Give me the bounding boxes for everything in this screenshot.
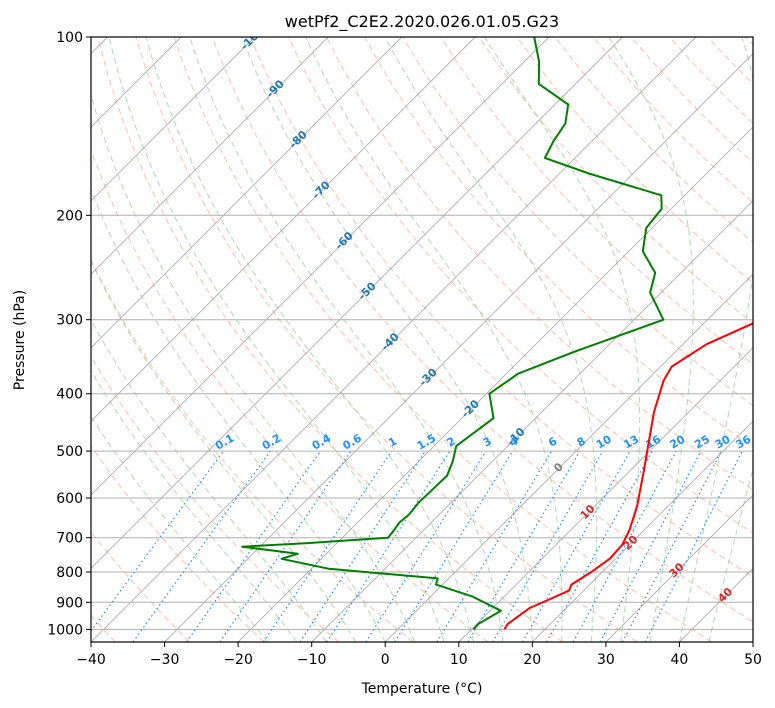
temperature-profile-line <box>503 322 753 630</box>
y-tick-label: 600 <box>56 491 83 507</box>
mixing-ratio-line <box>394 450 514 642</box>
chart-title: wetPf2_C2E2.2020.026.01.05.G23 <box>285 12 559 32</box>
y-tick-label: 400 <box>56 387 83 403</box>
moist-adiabat <box>91 415 268 642</box>
moist-adiabat <box>91 188 386 642</box>
dry-adiabat <box>91 445 265 642</box>
x-tick-label: −40 <box>76 652 106 668</box>
y-tick-label: 700 <box>56 531 83 547</box>
moist-adiabat <box>384 37 598 642</box>
dry-adiabat <box>91 258 414 642</box>
mixing-ratio-line <box>299 450 426 642</box>
x-tick-label: 0 <box>381 652 390 668</box>
mixing-ratio-line <box>326 450 451 642</box>
dry-adiabat <box>287 37 753 534</box>
moist-adiabat <box>484 37 641 642</box>
moist-adiabat <box>608 37 694 642</box>
moist-adiabat <box>708 467 753 642</box>
isotherm-line <box>91 37 550 496</box>
moist-adiabat <box>678 37 753 642</box>
moist-adiabat <box>91 318 327 642</box>
isotherm-line <box>91 37 256 202</box>
isotherm-line <box>164 52 753 642</box>
mixing-ratio-label: 36 <box>733 432 753 451</box>
moist-adiabat <box>241 37 533 642</box>
x-tick-label: −30 <box>150 652 180 668</box>
isotherm-line <box>91 37 329 275</box>
x-tick-label: 40 <box>670 652 688 668</box>
x-tick-label: 10 <box>450 652 468 668</box>
dewpoint-profile-line <box>241 37 665 631</box>
axes: −40 −30 −20 −10 0 10 20 30 40 50 100 200 300 400 500 60… <box>47 30 762 668</box>
y-tick-label: 300 <box>56 313 83 329</box>
isotherm-line <box>91 37 623 570</box>
moist-adiabat <box>189 37 504 642</box>
mixing-ratio-line <box>521 450 631 642</box>
isotherm-line <box>91 37 697 642</box>
x-axis-label: Temperature (°C) <box>361 681 483 697</box>
y-tick-label: 1000 <box>47 622 83 638</box>
moist-adiabat <box>91 369 298 642</box>
y-tick-label: 200 <box>56 208 83 224</box>
mixing-ratio-line <box>572 450 677 642</box>
x-tick-label: 30 <box>597 652 615 668</box>
moist-adiabat <box>305 37 563 642</box>
dry-adiabat <box>97 37 563 642</box>
y-tick-label: 900 <box>56 595 83 611</box>
mixing-ratio-line <box>132 450 271 642</box>
mixing-ratio-line <box>436 450 553 642</box>
isotherm-line <box>311 200 753 642</box>
mixing-ratio-line <box>467 450 581 642</box>
x-tick-label: 50 <box>744 652 762 668</box>
isotherm-line <box>91 37 476 422</box>
y-axis-label: Pressure (hPa) <box>12 290 28 390</box>
dry-adiabat <box>211 37 753 623</box>
mixing-ratio-line <box>492 450 604 642</box>
dry-adiabat <box>173 37 713 642</box>
x-tick-label: −20 <box>223 652 253 668</box>
isotherm-line <box>384 273 753 642</box>
moist-adiabat <box>108 37 445 642</box>
y-tick-label: 100 <box>56 30 83 46</box>
plot-frame <box>90 36 754 643</box>
mixing-ratio-line <box>546 450 653 642</box>
mixing-ratio-line <box>186 450 321 642</box>
x-tick-label: −10 <box>297 652 327 668</box>
mixing-ratio-line <box>365 450 487 642</box>
isotherm-line <box>91 37 403 349</box>
moist-adiabat <box>145 37 474 642</box>
isotherm-line <box>531 420 753 642</box>
isotherm-line <box>605 494 753 642</box>
moist-adiabat <box>91 259 357 642</box>
y-tick-label: 500 <box>56 444 83 460</box>
isotherm-line <box>458 347 753 642</box>
y-tick-label: 800 <box>56 565 83 581</box>
dry-adiabat <box>249 37 753 578</box>
dry-adiabat <box>326 37 753 491</box>
x-tick-label: 20 <box>523 652 541 668</box>
